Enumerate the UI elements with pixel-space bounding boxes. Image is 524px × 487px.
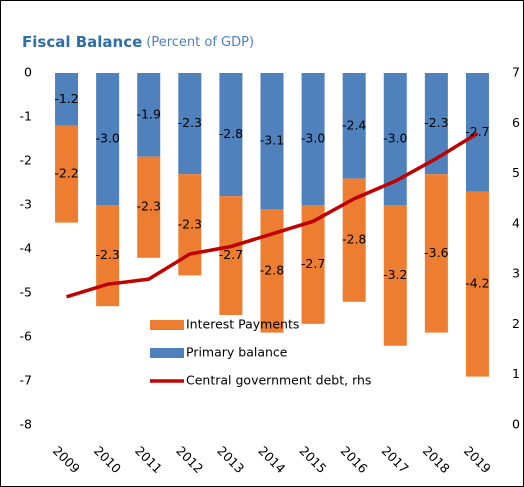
y2-tick-label: 6 [512, 115, 520, 130]
chart-subtitle: (Percent of GDP) [146, 35, 254, 50]
y2-tick-label: 2 [512, 316, 520, 331]
value-label: -2.7 [465, 124, 489, 139]
legend-label: Interest Payments [186, 317, 299, 332]
bar [301, 73, 325, 205]
value-label: -2.4 [342, 117, 366, 132]
value-label: -2.7 [301, 256, 325, 271]
bar [260, 73, 284, 210]
bar [55, 73, 79, 126]
value-label: -3.2 [383, 267, 407, 282]
value-label: -3.1 [260, 133, 284, 148]
value-label: -2.3 [137, 199, 161, 214]
bar [424, 174, 448, 333]
value-label: -2.8 [342, 232, 366, 247]
bar [260, 209, 284, 333]
legend-label: Primary balance [186, 345, 288, 360]
value-label: -2.3 [95, 247, 119, 262]
legend-swatch [150, 320, 184, 330]
bar [383, 205, 407, 346]
bar [465, 73, 489, 192]
bar [342, 178, 366, 302]
bar [137, 73, 161, 157]
y-tick-label: -8 [20, 417, 33, 432]
chart-heading: Fiscal Balance (Percent of GDP) [22, 33, 254, 51]
value-label: -1.2 [54, 91, 78, 106]
bar [55, 125, 79, 223]
value-label: -2.3 [178, 115, 202, 130]
value-label: -2.7 [219, 247, 243, 262]
y2-tick-label: 3 [512, 266, 520, 281]
legend-label: Central government debt, rhs [186, 373, 371, 388]
value-label: -3.0 [383, 131, 407, 146]
bar [424, 73, 448, 175]
y-tick-label: -6 [20, 329, 33, 344]
bar [219, 196, 243, 315]
bar [219, 73, 243, 197]
y2-tick-label: 7 [512, 65, 520, 80]
bar [383, 73, 407, 205]
y2-tick-label: 0 [512, 417, 520, 432]
value-label: -2.8 [260, 263, 284, 278]
value-label: -2.3 [178, 216, 202, 231]
value-label: -2.8 [219, 126, 243, 141]
legend-swatch [150, 348, 184, 358]
chart-title: Fiscal Balance [22, 33, 142, 51]
value-label: -4.2 [465, 276, 489, 291]
bar [301, 205, 325, 324]
y-tick-label: -1 [20, 109, 32, 124]
y-tick-label: 0 [24, 65, 32, 80]
value-label: -2.3 [424, 115, 448, 130]
value-label: -3.0 [301, 131, 325, 146]
y-tick-label: -3 [20, 197, 32, 212]
value-label: -1.9 [137, 106, 161, 121]
bar [137, 156, 161, 258]
value-label: -3.6 [424, 245, 448, 260]
value-label: -3.0 [95, 131, 119, 146]
bar [178, 73, 202, 175]
y2-tick-label: 1 [512, 366, 520, 381]
bar [96, 205, 120, 307]
value-label: -2.2 [54, 166, 78, 181]
y-tick-label: -5 [20, 285, 32, 300]
bar [465, 191, 489, 377]
y-tick-label: -4 [20, 241, 33, 256]
y2-tick-label: 4 [512, 215, 520, 230]
bar [342, 73, 366, 179]
y-tick-label: -2 [20, 153, 32, 168]
bar [96, 73, 120, 205]
y2-tick-label: 5 [512, 165, 520, 180]
y-tick-label: -7 [20, 373, 32, 388]
line [66, 131, 479, 299]
bar [178, 174, 202, 276]
